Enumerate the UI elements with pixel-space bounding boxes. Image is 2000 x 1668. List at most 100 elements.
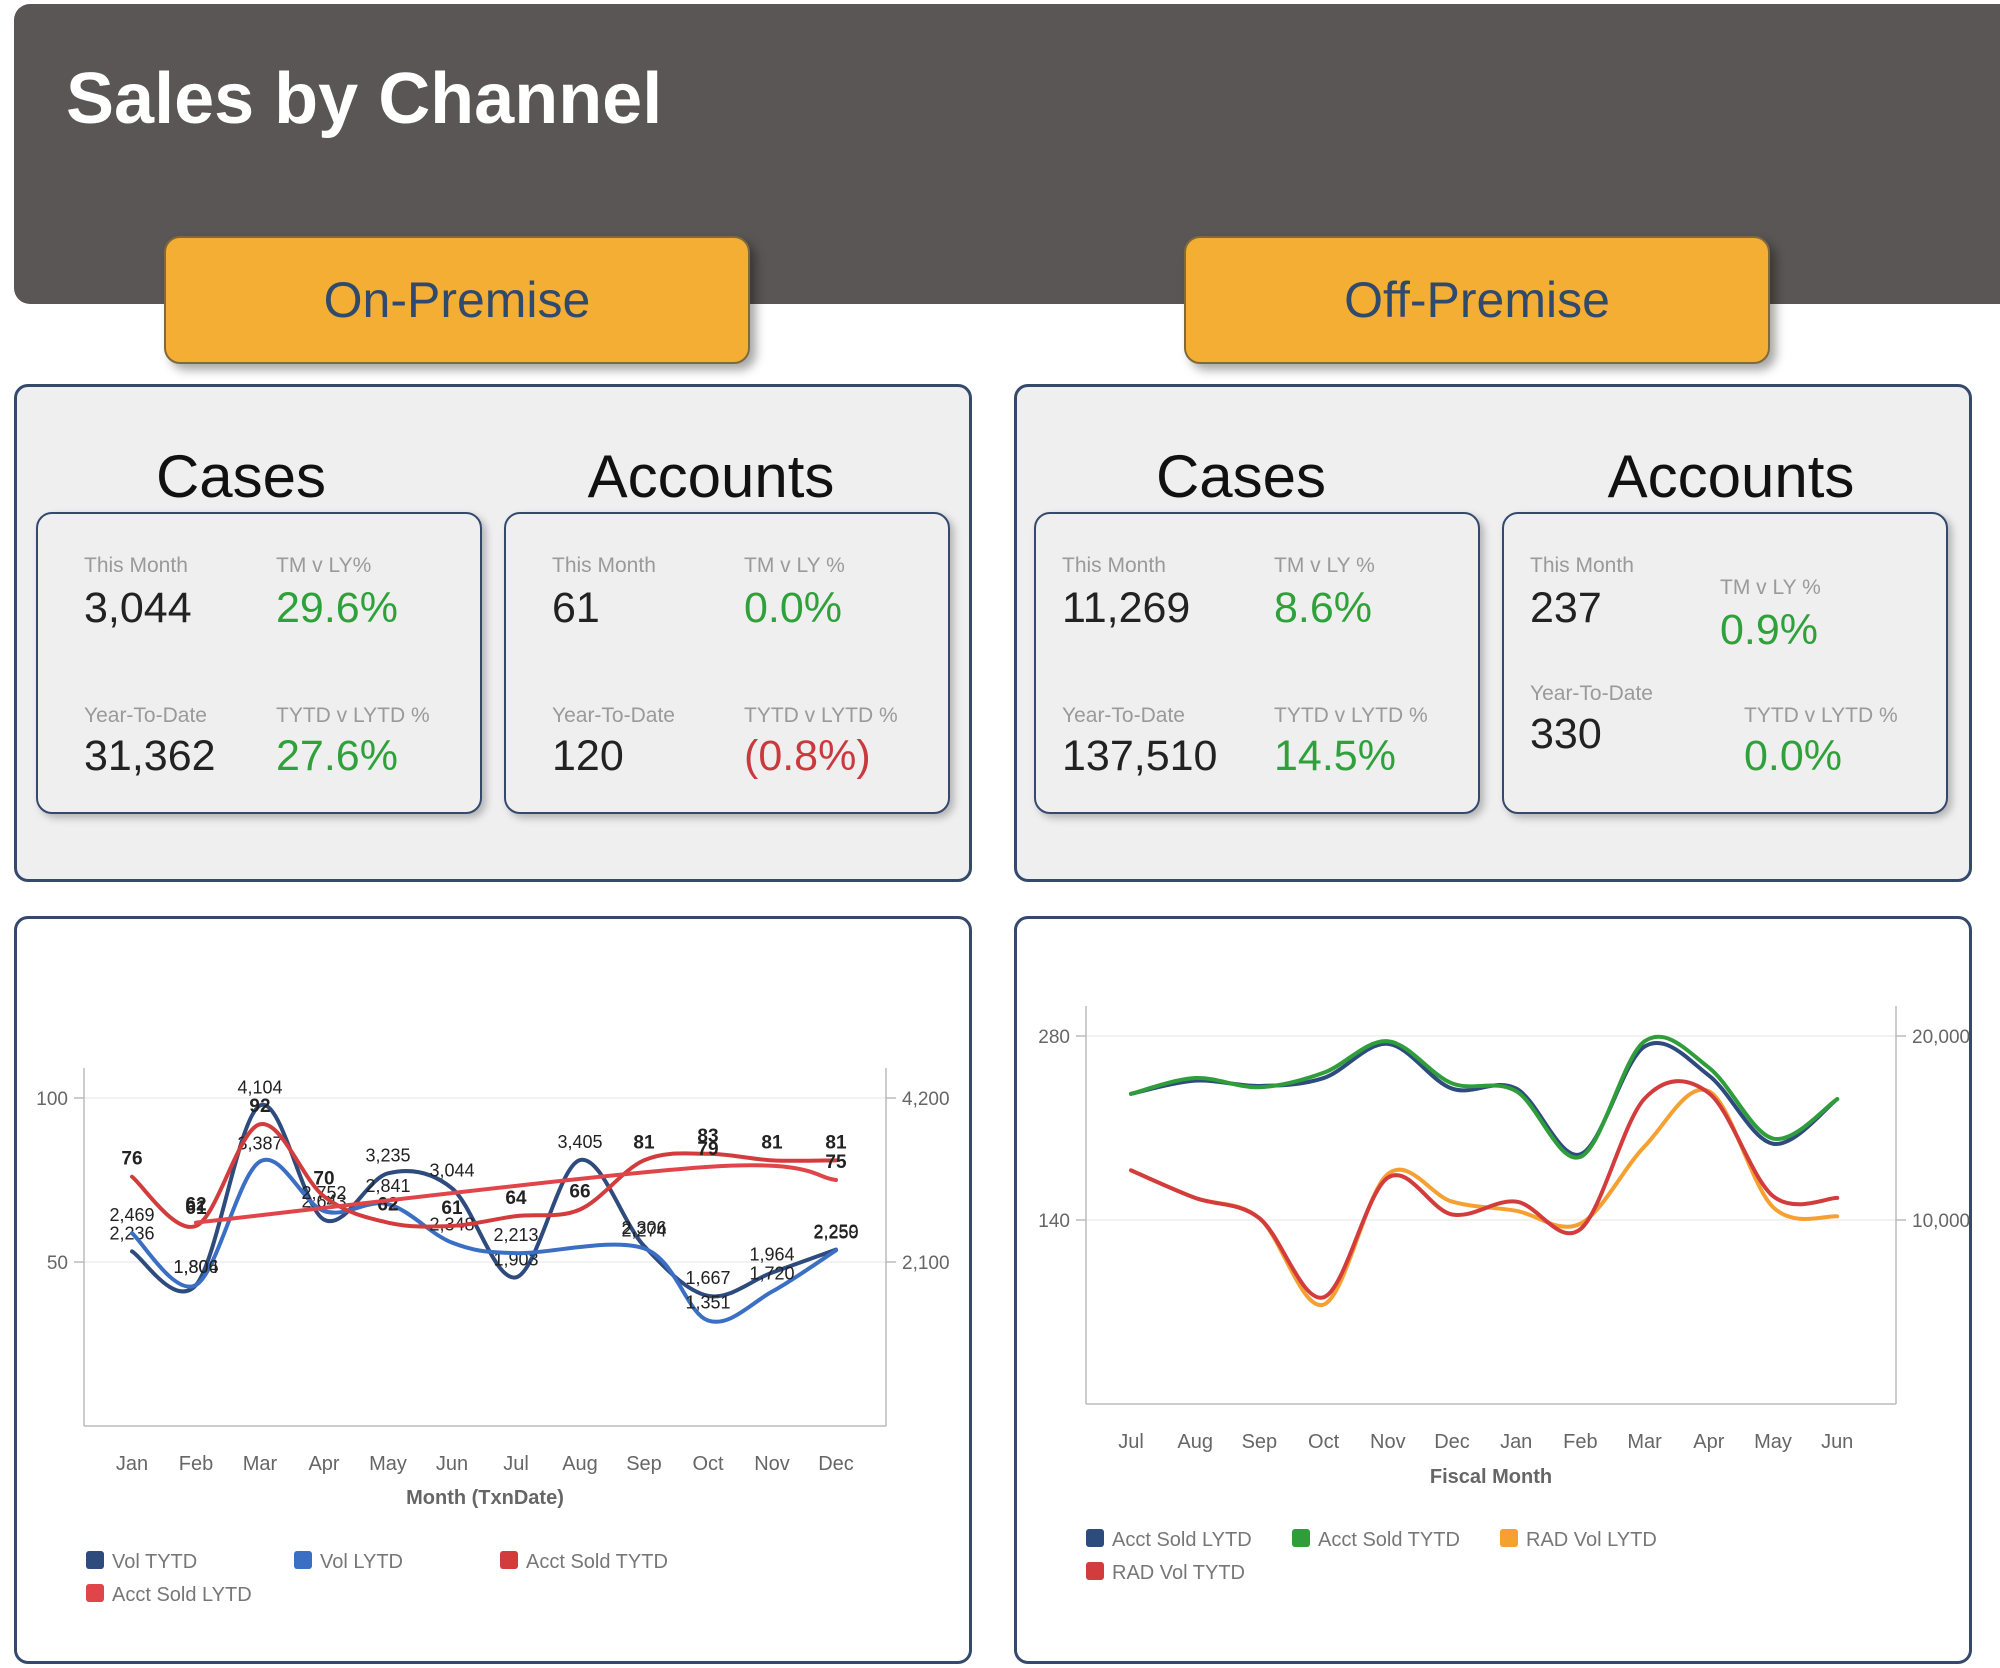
y-tick-label: 50 [47,1253,68,1274]
off-accounts-card: This Month TM v LY % 237 0.9% Year-To-Da… [1502,512,1948,814]
data-label: 3,387 [237,1133,282,1153]
data-label: 70 [313,1168,334,1189]
legend-label: Vol LYTD [320,1551,403,1573]
data-label: 92 [249,1096,270,1117]
y-tick-label: 140 [1038,1211,1070,1232]
off-premise-chart-box [1014,916,1972,1664]
x-tick-label: Aug [1177,1431,1213,1453]
this-month-label: This Month [1062,554,1166,577]
data-label: 1,720 [749,1264,794,1284]
data-label: 61 [441,1198,463,1219]
tab-on-premise[interactable]: On-Premise [164,236,750,364]
y2-tick-label: 4,200 [902,1089,950,1110]
data-label: 2,259 [813,1222,858,1242]
off-cases-tm-pct: 8.6% [1274,584,1373,632]
data-label: 81 [761,1132,783,1153]
legend-label: RAD Vol TYTD [1112,1562,1245,1584]
off-accounts-heading: Accounts [1607,443,1855,510]
x-tick-label: May [1754,1431,1792,1453]
legend-swatch [1500,1529,1518,1547]
legend-label: Acct Sold LYTD [1112,1529,1252,1551]
this-month-label: This Month [1530,554,1634,577]
data-label: 1,667 [685,1268,730,1288]
series-line-3 [130,1122,838,1229]
data-label: 2,469 [109,1205,154,1225]
x-tick-label: Feb [1563,1431,1597,1453]
series-line-2 [130,1157,838,1324]
off-cases-tm-value: 11,269 [1062,584,1191,632]
off-accounts-tm-pct: 0.9% [1720,606,1819,654]
data-label: 2,752 [301,1183,346,1203]
data-label: 81 [633,1132,655,1153]
legend-swatch [1292,1529,1310,1547]
data-label: 62 [185,1195,206,1216]
x-tick-label: Oct [1308,1431,1340,1453]
x-axis-label: Fiscal Month [1430,1466,1552,1488]
y2-tick-label: 20,000 [1912,1027,1970,1048]
x-tick-label: Apr [1693,1431,1724,1453]
x-tick-label: Oct [692,1453,724,1475]
data-label: 61 [185,1198,207,1219]
x-tick-label: Mar [1627,1431,1662,1453]
ytd-label: Year-To-Date [1062,704,1185,727]
tab-off-premise[interactable]: Off-Premise [1184,236,1770,364]
legend-swatch [1086,1529,1104,1547]
series-line-4 [1129,1079,1840,1300]
off-cases-heading: Cases [1155,443,1327,510]
x-tick-label: Apr [308,1453,339,1475]
tytd-label: TYTD v LYTD % [744,704,898,727]
ytd-label: Year-To-Date [84,704,207,727]
x-tick-label: May [369,1453,407,1475]
tytd-label: TYTD v LYTD % [1744,704,1898,727]
tytd-label: TYTD v LYTD % [276,704,430,727]
on-cases-heading: Cases [155,443,327,510]
series-line-2 [1129,1034,1840,1160]
x-tick-label: Nov [754,1453,790,1475]
data-label: 66 [569,1182,590,1203]
this-month-label: This Month [552,554,656,577]
on-accounts-card: This Month TM v LY % 61 0.0% Year-To-Dat… [504,512,950,814]
on-cases-card: This Month TM v LY% 3,044 29.6% Year-To-… [36,512,482,814]
legend-label: Acct Sold LYTD [112,1584,252,1606]
y2-tick-label: 2,100 [902,1253,950,1274]
data-label: 2,274 [621,1220,666,1240]
legend-swatch [294,1551,312,1569]
data-label: 2,213 [493,1225,538,1245]
tm-ly-label: TM v LY% [276,554,372,577]
data-label: 75 [825,1152,847,1173]
legend-swatch [1086,1562,1104,1580]
x-tick-label: Jul [503,1453,529,1475]
y-tick-label: 100 [36,1089,68,1110]
x-tick-label: Dec [818,1453,854,1475]
on-accounts-tm-pct: 0.0% [744,584,843,632]
off-accounts-ytd-value: 330 [1530,710,1602,758]
off-accounts-tm-value: 237 [1530,584,1602,632]
data-label: 4,104 [237,1077,282,1097]
x-tick-label: Aug [562,1453,598,1475]
off-cases-card: This Month TM v LY % 11,269 8.6% Year-To… [1034,512,1480,814]
y-tick-label: 280 [1038,1027,1070,1048]
data-label: 3,405 [557,1132,602,1152]
data-label: 1,964 [749,1245,794,1265]
tm-ly-label: TM v LY % [1274,554,1375,577]
on-accounts-tm-value: 61 [552,584,600,632]
data-label: 2,841 [365,1176,410,1196]
ytd-label: Year-To-Date [1530,682,1653,705]
x-axis-label: Month (TxnDate) [406,1487,564,1509]
legend-label: Vol TYTD [112,1551,197,1573]
on-accounts-ytd-value: 120 [552,732,624,780]
off-cases-ytd-value: 137,510 [1062,732,1218,780]
this-month-label: This Month [84,554,188,577]
tytd-label: TYTD v LYTD % [1274,704,1428,727]
x-tick-label: Jan [116,1453,148,1475]
y2-tick-label: 10,000 [1912,1211,1970,1232]
on-accounts-heading: Accounts [587,443,835,510]
on-cases-ytd-value: 31,362 [84,732,216,780]
data-label: 76 [121,1149,142,1170]
tm-ly-label: TM v LY % [1720,576,1821,599]
data-label: 2,250 [813,1222,858,1242]
tm-ly-label: TM v LY % [744,554,845,577]
x-tick-label: Dec [1434,1431,1470,1453]
x-tick-label: Sep [1242,1431,1278,1453]
